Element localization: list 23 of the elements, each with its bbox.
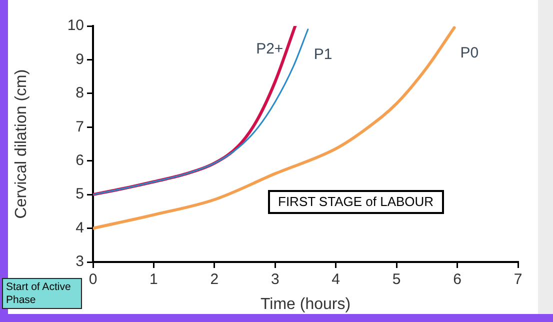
series-label: P0 [460, 44, 479, 62]
y-tick-label: 3 [76, 253, 84, 270]
y-tick-label: 4 [76, 219, 84, 236]
y-tick-label: 10 [67, 17, 84, 34]
series-label: P1 [314, 46, 332, 64]
annotation: FIRST STAGE of LABOUR [268, 190, 444, 214]
x-tick-label: 5 [392, 271, 401, 288]
y-tick-label: 8 [76, 84, 84, 102]
y-tick-label: 7 [76, 118, 84, 136]
x-tick-label: 6 [453, 271, 462, 288]
x-tick-label: 7 [514, 271, 522, 288]
x-tick-label: 1 [150, 271, 158, 288]
x-tick-label: 0 [88, 271, 98, 288]
text: Start of Active Phase [2, 278, 82, 310]
y-tick-label: 9 [76, 50, 84, 68]
x-tick-label: 3 [270, 271, 280, 288]
y-axis-title: Cervical dilation (cm) [13, 69, 30, 219]
x-axis-title: Time (hours) [260, 296, 351, 313]
y-tick-label: 5 [76, 186, 84, 203]
x-tick-label: 2 [210, 271, 219, 288]
y-tick-label: 6 [76, 152, 84, 169]
series-label: P2+ [256, 40, 284, 58]
x-tick-label: 4 [332, 271, 340, 288]
